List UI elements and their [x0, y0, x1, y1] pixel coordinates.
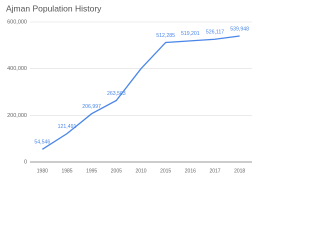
chart: Ajman Population History 0 200,000 400,000… [6, 3, 252, 174]
y-tick-label: 400,000 [7, 66, 27, 72]
value-label: 263,563 [107, 91, 126, 97]
y-tick-label: 200,000 [7, 113, 27, 119]
value-label: 54,546 [34, 140, 50, 146]
x-tick-label: 2017 [209, 168, 220, 174]
x-tick-label: 2015 [160, 168, 171, 174]
value-label: 526,117 [206, 30, 224, 36]
x-tick-label: 2005 [111, 168, 122, 174]
chart-title: Ajman Population History [6, 3, 102, 13]
value-label: 539,948 [230, 26, 249, 32]
x-tick-label: 1995 [86, 168, 97, 174]
x-tick-label: 2010 [135, 168, 146, 174]
x-tick-label: 2016 [185, 168, 196, 174]
y-tick-label: 0 [24, 159, 27, 165]
x-tick-label: 2018 [234, 168, 245, 174]
value-label: 206,997 [82, 104, 101, 110]
y-tick-label: 600,000 [7, 19, 27, 25]
value-label: 519,201 [181, 31, 200, 37]
x-tick-label: 1985 [61, 168, 72, 174]
line [41, 35, 240, 150]
value-label: 512,285 [156, 33, 175, 39]
x-tick-label: 1980 [37, 168, 48, 174]
value-label: 121,491 [58, 124, 77, 130]
